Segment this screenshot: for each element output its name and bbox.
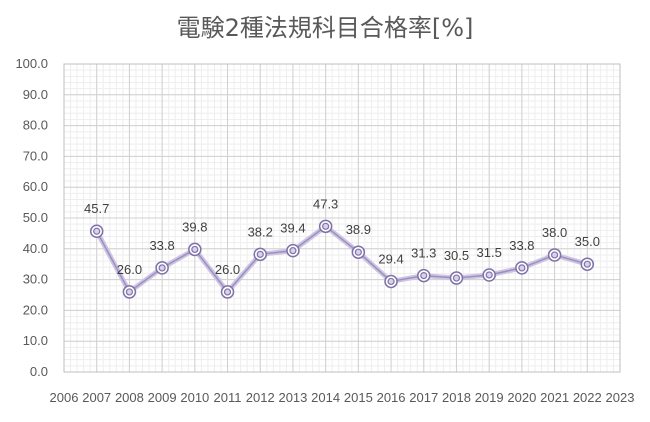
data-label: 35.0 xyxy=(575,234,600,249)
data-point-inner xyxy=(256,250,264,258)
data-point-inner xyxy=(583,260,591,268)
data-label: 38.0 xyxy=(542,225,567,240)
data-label: 31.3 xyxy=(411,246,436,261)
y-tick-label: 80.0 xyxy=(23,118,48,133)
y-tick-label: 0.0 xyxy=(30,364,48,379)
data-label: 38.9 xyxy=(346,222,371,237)
x-tick-label: 2010 xyxy=(180,390,209,405)
y-tick-label: 70.0 xyxy=(23,148,48,163)
data-label: 29.4 xyxy=(378,251,403,266)
data-point-inner xyxy=(322,222,330,230)
data-labels: 45.7 26.0 33.8 39.8 26.0 38.2 39.4 47.3 38.9 29.4… xyxy=(84,196,600,277)
y-tick-label: 30.0 xyxy=(23,272,48,287)
y-tick-label: 90.0 xyxy=(23,87,48,102)
x-tick-label: 2020 xyxy=(507,390,536,405)
data-label: 47.3 xyxy=(313,196,338,211)
x-tick-label: 2011 xyxy=(214,390,242,405)
data-point-inner xyxy=(93,227,101,235)
data-label: 33.8 xyxy=(509,238,534,253)
x-tick-label: 2015 xyxy=(344,390,373,405)
data-label: 26.0 xyxy=(215,262,240,277)
x-tick-label: 2008 xyxy=(115,390,144,405)
x-tick-label: 2016 xyxy=(377,390,406,405)
y-tick-label: 20.0 xyxy=(23,302,48,317)
plot-area-border xyxy=(63,63,621,373)
data-point-inner xyxy=(550,251,559,259)
x-tick-label: 2014 xyxy=(311,390,340,405)
grid xyxy=(63,63,621,373)
data-point-inner xyxy=(387,277,395,286)
x-tick-label: 2013 xyxy=(278,390,307,405)
x-tick-label: 2009 xyxy=(148,390,177,405)
data-label: 45.7 xyxy=(84,201,109,216)
y-tick-label: 60.0 xyxy=(23,179,48,194)
x-tick-label: 2007 xyxy=(82,390,111,405)
data-point-inner xyxy=(420,271,428,280)
data-point-inner xyxy=(452,274,461,282)
data-label: 30.5 xyxy=(444,248,469,263)
data-point-inner xyxy=(191,245,199,254)
data-point-inner xyxy=(354,248,362,256)
series-line xyxy=(96,225,588,293)
data-label: 39.8 xyxy=(182,219,207,234)
x-tick-label: 2023 xyxy=(606,390,635,405)
y-tick-label: 10.0 xyxy=(23,333,48,348)
data-label: 33.8 xyxy=(149,238,174,253)
y-axis: 0.0 10.0 20.0 30.0 40.0 50.0 60.0 70.0 80.0 90.0 1… xyxy=(15,56,48,379)
x-tick-label: 2022 xyxy=(573,390,602,405)
series xyxy=(89,219,595,299)
data-point-inner xyxy=(485,271,493,279)
x-tick-label: 2012 xyxy=(246,390,275,405)
data-point-inner xyxy=(518,264,526,272)
x-tick-label: 2021 xyxy=(540,390,569,405)
data-point-inner xyxy=(125,288,134,296)
data-label: 26.0 xyxy=(117,262,142,277)
data-label: 39.4 xyxy=(280,221,305,236)
y-tick-label: 40.0 xyxy=(23,241,48,256)
x-tick-label: 2018 xyxy=(442,390,471,405)
y-tick-label: 100.0 xyxy=(15,56,48,71)
x-tick-label: 2019 xyxy=(475,390,504,405)
data-point-inner xyxy=(158,264,166,272)
x-tick-label: 2006 xyxy=(50,390,79,405)
x-axis: 2006 2007 2008 2009 2010 2011 2012 2013 2014 2015… xyxy=(50,390,635,405)
x-tick-label: 2017 xyxy=(409,390,438,405)
data-point-inner xyxy=(289,247,297,255)
chart-title: 電験2種法規科目合格率[%] xyxy=(176,14,474,42)
data-label: 31.5 xyxy=(477,245,502,260)
data-point-inner xyxy=(223,288,232,296)
data-label: 38.2 xyxy=(248,224,273,239)
y-tick-label: 50.0 xyxy=(23,210,48,225)
